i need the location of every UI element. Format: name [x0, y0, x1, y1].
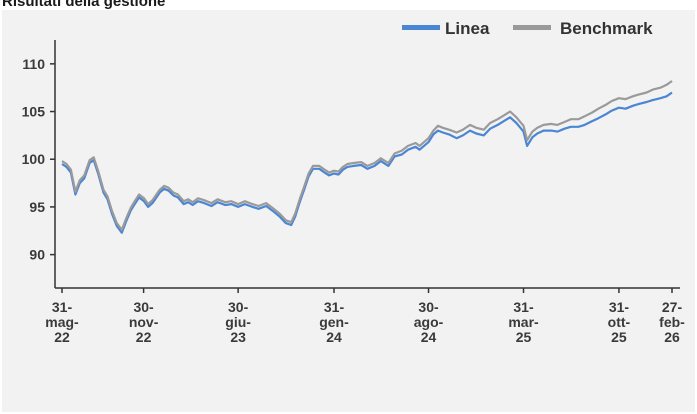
x-tick-label-line: mag-	[45, 314, 79, 330]
x-tick-label: 30-ago-24	[414, 299, 444, 345]
legend-label: Benchmark	[560, 19, 653, 38]
x-tick-label-line: 30-	[133, 299, 154, 315]
x-tick-label: 30-giu-23	[225, 299, 251, 345]
x-tick-label-line: feb-	[659, 314, 685, 330]
y-tick-label: 105	[22, 104, 46, 120]
legend-item-benchmark: Benchmark	[513, 19, 653, 38]
series-line-benchmark	[61, 80, 673, 231]
y-tick-label: 110	[22, 56, 45, 72]
chart-panel	[2, 10, 695, 412]
x-tick-label-line: 31-	[52, 299, 73, 315]
y-tick-label: 95	[29, 199, 45, 215]
y-axis: 90 95 100 105 110	[22, 40, 56, 288]
x-tick-label-line: giu-	[225, 314, 251, 330]
x-tick-label-line: 25	[611, 329, 627, 345]
legend-swatch	[402, 25, 440, 30]
x-tick-label-line: 23	[230, 329, 246, 345]
x-tick-label-line: 31-	[513, 299, 534, 315]
x-axis: 31-mag-2230-nov-2230-giu-2331-gen-2430-a…	[45, 287, 685, 345]
legend-label: Linea	[445, 19, 490, 38]
y-tick-label: 90	[29, 247, 45, 263]
x-tick-label-line: ago-	[414, 314, 444, 330]
x-tick-label-line: nov-	[129, 314, 159, 330]
x-tick-label-line: 27-	[662, 299, 683, 315]
x-tick-label-line: 24	[326, 329, 342, 345]
plot-area	[61, 80, 673, 234]
x-tick-label: 31-mar-25	[508, 299, 539, 345]
x-tick-label-line: ott-	[608, 314, 631, 330]
legend-swatch	[513, 25, 551, 30]
x-tick-label: 27-feb-26	[659, 299, 685, 345]
x-tick-label-line: 22	[136, 329, 152, 345]
x-tick-label-line: gen-	[319, 314, 349, 330]
x-tick-label: 31-gen-24	[319, 299, 349, 345]
legend-item-linea: Linea	[402, 19, 490, 38]
x-tick-label-line: mar-	[508, 314, 539, 330]
x-tick-label-line: 30-	[228, 299, 249, 315]
x-tick-label: 30-nov-22	[129, 299, 159, 345]
x-tick-label-line: 26	[664, 329, 680, 345]
y-tick-label: 100	[22, 151, 46, 167]
series-line-linea	[61, 91, 673, 234]
x-tick-label-line: 31-	[324, 299, 345, 315]
x-tick-label-line: 24	[421, 329, 437, 345]
chart-title: Risultati della gestione	[2, 0, 166, 10]
x-tick-label-line: 31-	[609, 299, 630, 315]
x-tick-label-line: 30-	[418, 299, 439, 315]
x-tick-label-line: 25	[516, 329, 532, 345]
x-tick-label-line: 22	[54, 329, 70, 345]
x-tick-label: 31-ott-25	[608, 299, 631, 345]
x-tick-label: 31-mag-22	[45, 299, 79, 345]
legend: Linea Benchmark	[402, 19, 653, 38]
